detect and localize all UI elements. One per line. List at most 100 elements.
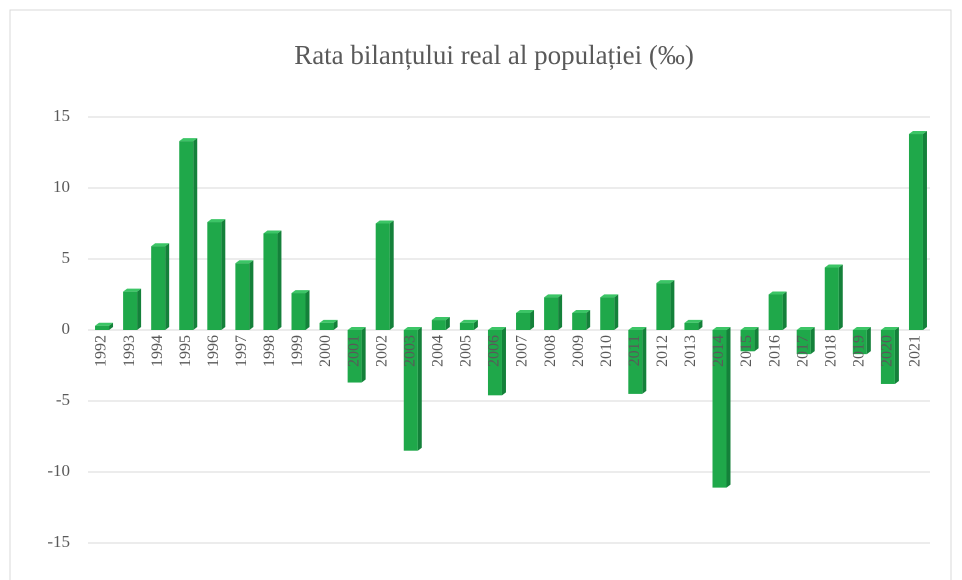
- x-tick-label: 2005: [458, 335, 475, 367]
- x-tick-label: 2019: [851, 335, 868, 367]
- x-tick-label: 1997: [233, 335, 250, 367]
- bar-side: [249, 260, 254, 330]
- bar-top: [235, 260, 254, 264]
- bar-top: [403, 327, 422, 330]
- bar-top: [796, 327, 815, 330]
- y-tick-label: 5: [62, 248, 71, 267]
- bar-side: [165, 243, 170, 330]
- bar-side: [810, 327, 815, 355]
- x-tick-label: 1992: [93, 335, 110, 367]
- bar-side: [670, 280, 675, 330]
- bar-top: [908, 131, 927, 135]
- y-tick-label: 0: [62, 319, 71, 338]
- bar-side: [642, 327, 647, 394]
- bar: [544, 297, 559, 330]
- bar: [740, 330, 755, 352]
- bar-top: [95, 322, 114, 326]
- bar: [347, 330, 362, 383]
- x-tick-label: 2017: [794, 335, 811, 367]
- bar: [263, 233, 278, 330]
- y-tick-label: -5: [56, 390, 70, 409]
- x-tick-label: 2021: [907, 335, 924, 367]
- bar-top: [487, 327, 506, 330]
- bar: [123, 291, 138, 330]
- bar-top: [123, 288, 142, 292]
- x-tick-label: 2020: [879, 335, 896, 367]
- bar-side: [193, 138, 198, 330]
- bar: [572, 312, 587, 330]
- bar-top: [768, 291, 787, 295]
- bar: [179, 141, 194, 330]
- x-tick-label: 2011: [626, 335, 643, 366]
- x-tick-label: 2001: [345, 335, 362, 367]
- x-tick-label: 2015: [738, 335, 755, 367]
- bar-top: [375, 220, 394, 224]
- bar: [880, 330, 895, 384]
- y-tick-label: -10: [47, 461, 70, 480]
- bar-top: [684, 319, 703, 323]
- bar-side: [277, 230, 282, 330]
- bar: [516, 312, 531, 330]
- bar-top: [347, 327, 366, 330]
- bar-side: [389, 220, 394, 330]
- x-tick-label: 2008: [542, 335, 559, 367]
- bar: [628, 330, 643, 394]
- x-tick-label: 1996: [205, 335, 222, 367]
- bar: [684, 322, 699, 330]
- bar: [459, 322, 474, 330]
- x-tick-label: 1993: [121, 335, 138, 367]
- x-tick-label: 2010: [598, 335, 615, 367]
- bar: [291, 293, 306, 330]
- bar: [95, 325, 110, 330]
- bar-side: [586, 309, 591, 330]
- bar: [656, 283, 671, 330]
- bar: [908, 134, 923, 330]
- bar: [852, 330, 867, 355]
- x-tick-label: 1998: [261, 335, 278, 367]
- bar-side: [866, 327, 871, 355]
- x-tick-label: 1994: [149, 335, 166, 367]
- bar: [375, 223, 390, 330]
- bar-side: [109, 322, 114, 330]
- bar-side: [530, 309, 535, 330]
- bar-side: [726, 327, 731, 488]
- x-tick-label: 2016: [766, 335, 783, 367]
- y-tick-label: 10: [53, 177, 70, 196]
- bar-top: [824, 264, 843, 268]
- bar: [151, 246, 166, 330]
- bar-side: [501, 327, 506, 396]
- bar-side: [922, 131, 927, 330]
- bar-top: [712, 327, 731, 330]
- bar-top: [544, 294, 563, 298]
- bar: [431, 320, 446, 330]
- bar-side: [473, 319, 478, 330]
- bar-top: [207, 219, 226, 223]
- x-tick-label: 2004: [430, 335, 447, 367]
- bar-top: [656, 280, 675, 284]
- bar-side: [698, 319, 703, 330]
- x-tick-label: 2006: [486, 335, 503, 367]
- bar-side: [417, 327, 422, 451]
- bar: [600, 297, 615, 330]
- bar-side: [305, 290, 310, 330]
- bar-side: [558, 294, 563, 330]
- bar-side: [894, 327, 899, 384]
- bar: [796, 330, 811, 355]
- bar: [207, 222, 222, 330]
- x-tick-label: 1995: [177, 335, 194, 367]
- bar: [768, 294, 783, 330]
- bar-side: [614, 294, 619, 330]
- x-tick-label: 1999: [289, 335, 306, 367]
- bar-top: [600, 294, 619, 298]
- bar-top: [880, 327, 899, 330]
- x-tick-label: 2013: [682, 335, 699, 367]
- bar-top: [319, 319, 338, 323]
- bar-side: [221, 219, 226, 330]
- bar: [403, 330, 418, 451]
- bar-top: [263, 230, 282, 234]
- x-tick-label: 2012: [654, 335, 671, 367]
- chart-border: [9, 9, 952, 580]
- bar-side: [782, 291, 787, 330]
- bar: [712, 330, 727, 488]
